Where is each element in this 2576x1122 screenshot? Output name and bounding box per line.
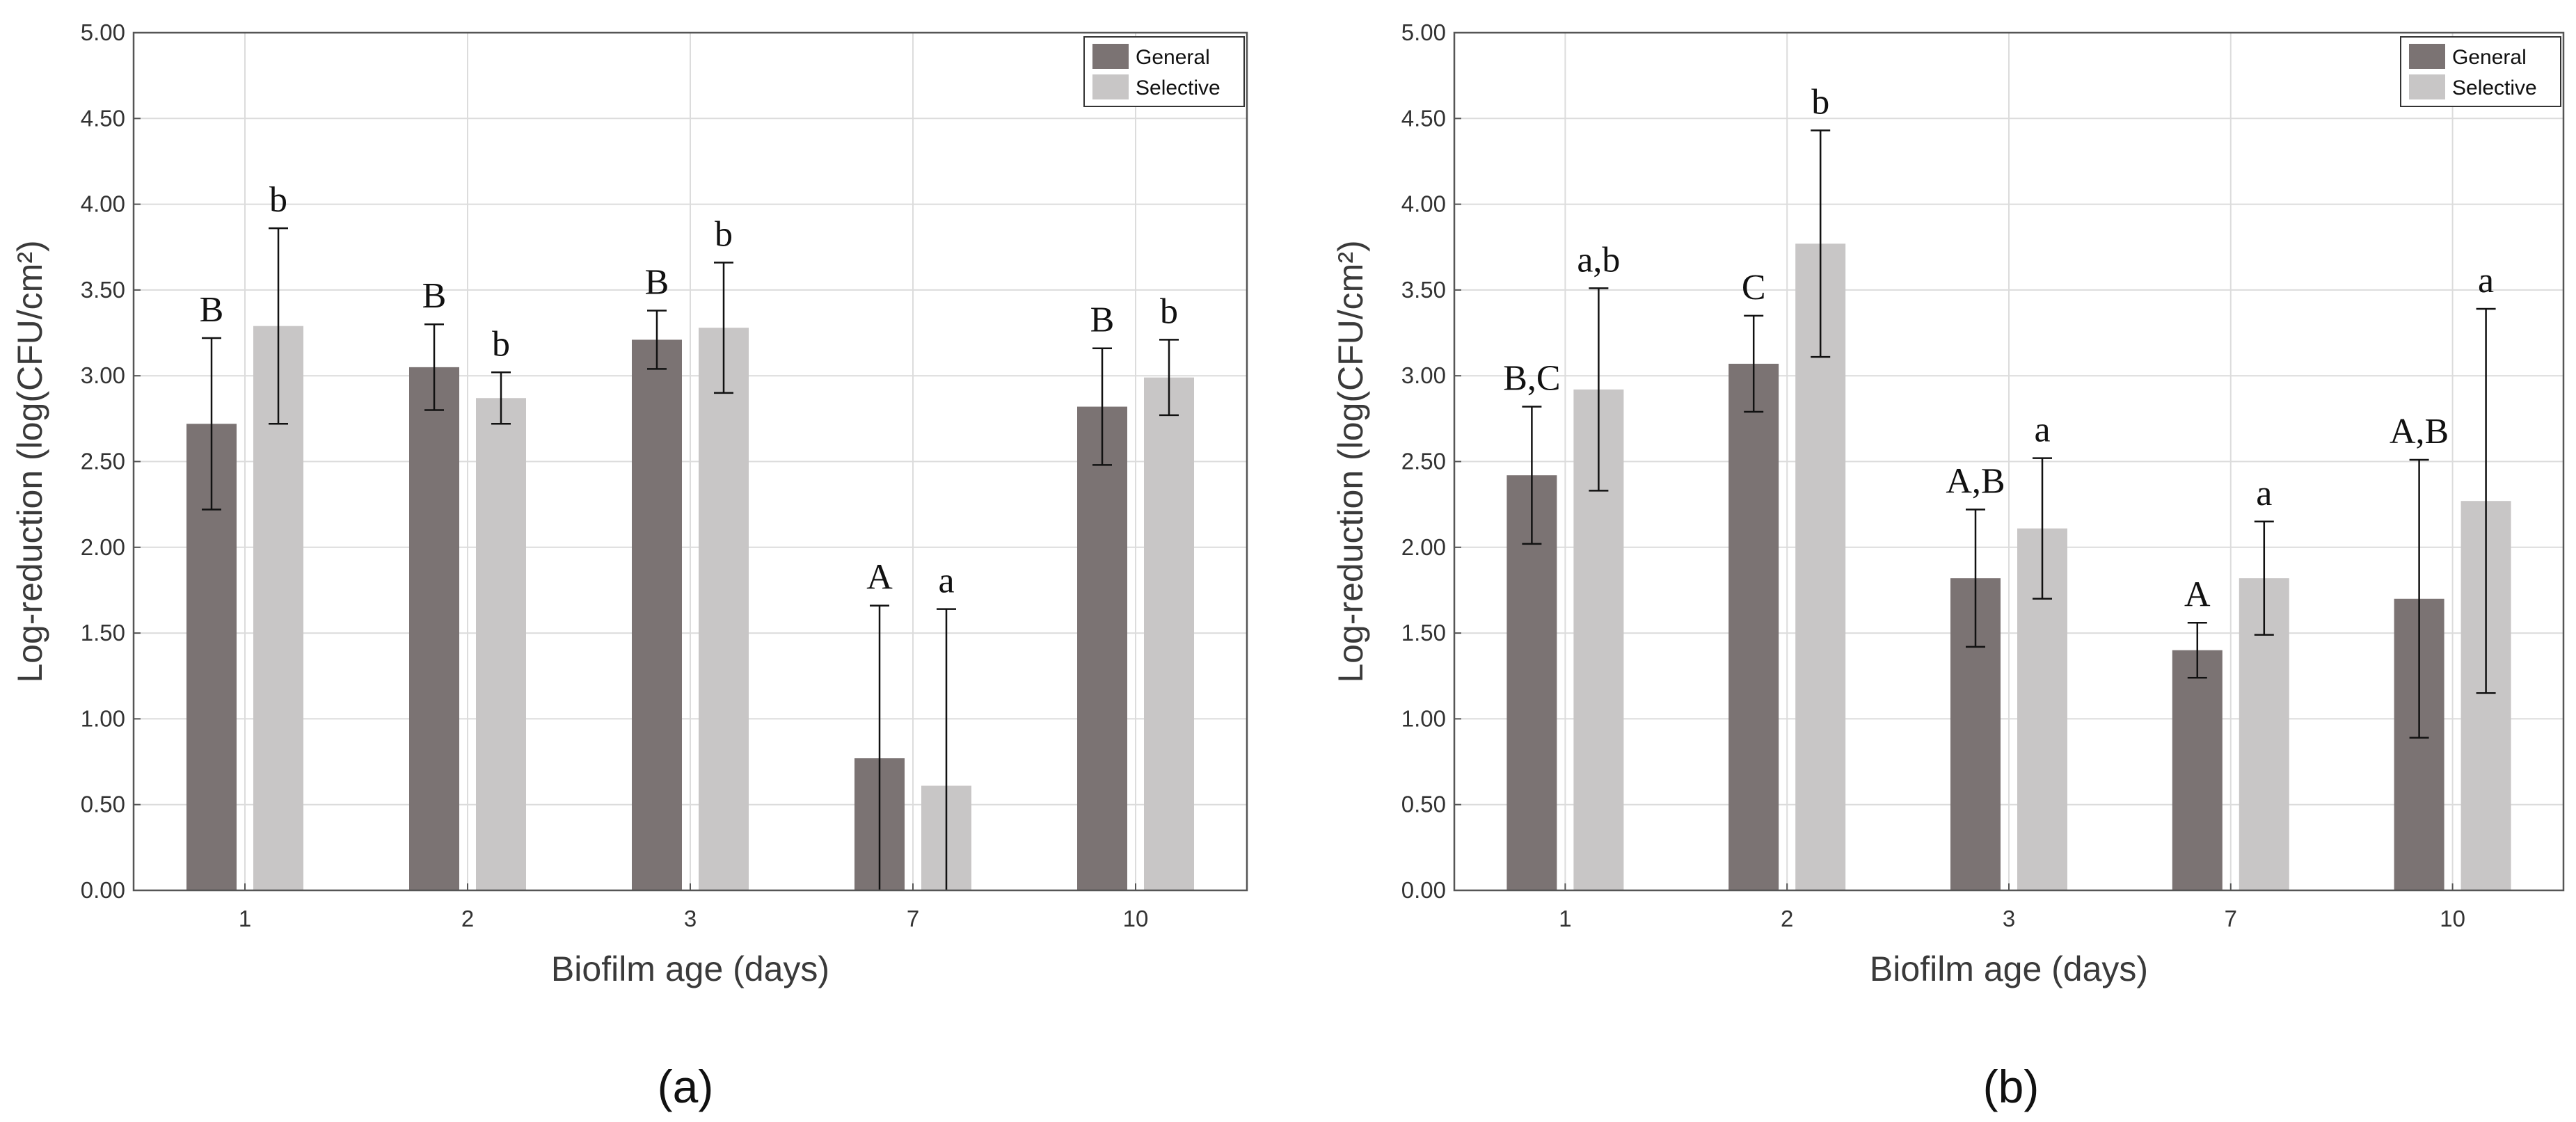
significance-label: a (2256, 474, 2272, 513)
significance-label: A,B (1946, 462, 2005, 502)
significance-label: a,b (1577, 240, 1620, 280)
significance-label: b (1160, 291, 1178, 331)
legend-label: General (2452, 46, 2527, 69)
x-tick-label: 1 (1559, 906, 1571, 931)
bar-selective (699, 328, 749, 891)
bar-selective (1144, 377, 1194, 890)
y-tick-label: 5.00 (81, 19, 125, 45)
bar-selective (476, 398, 526, 890)
significance-label: A (866, 558, 893, 598)
x-tick-label: 2 (1781, 906, 1793, 931)
legend-label: General (1136, 46, 1210, 69)
bar-general (409, 367, 459, 890)
y-tick-label: 3.00 (1401, 362, 1446, 388)
legend-swatch (2409, 74, 2445, 99)
plot-frame (132, 31, 1248, 892)
y-tick-label: 3.50 (1401, 277, 1446, 303)
significance-label: B (200, 290, 224, 330)
y-axis-title: Log-reduction (log(CFU/cm²) (10, 240, 49, 682)
x-tick-label: 3 (684, 906, 697, 931)
y-tick-label: 0.50 (1401, 792, 1446, 817)
x-tick-label: 7 (2225, 906, 2237, 931)
legend-swatch (1092, 44, 1129, 69)
y-tick-label: 2.50 (81, 449, 125, 474)
bar-general (2172, 650, 2223, 890)
y-tick-label: 1.50 (1401, 620, 1446, 646)
y-tick-label: 1.00 (1401, 705, 1446, 731)
x-tick-label: 7 (907, 906, 919, 931)
significance-label: A (2184, 575, 2211, 614)
legend-swatch (1092, 74, 1129, 99)
chart-panel-b: 0.00 0.50 1.00 1.50 2.00 2.50 3.00 3.50 4.00 4.50… (1331, 19, 2565, 1112)
significance-label: B,C (1503, 359, 1560, 399)
significance-label: A,B (2390, 412, 2449, 451)
y-tick-label: 0.00 (81, 877, 125, 903)
legend-label: Selective (2452, 77, 2537, 99)
plot-frame (1453, 31, 2565, 892)
panel-label: (b) (1983, 1061, 2040, 1112)
bar-general (1728, 363, 1779, 890)
x-tick-label: 2 (461, 906, 474, 931)
x-axis-title: Biofilm age (days) (551, 949, 829, 988)
significance-label: b (1811, 83, 1829, 122)
y-tick-label: 2.00 (1401, 534, 1446, 560)
x-axis-title: Biofilm age (days) (1870, 949, 2148, 988)
y-axis-title: Log-reduction (log(CFU/cm²) (1331, 240, 1370, 682)
legend-label: Selective (1136, 77, 1221, 99)
y-tick-label: 5.00 (1401, 19, 1446, 45)
bar-general (1077, 406, 1127, 890)
significance-label: b (269, 180, 287, 220)
y-tick-label: 3.00 (81, 362, 125, 388)
x-tick-label: 1 (239, 906, 251, 931)
y-tick-label: 2.00 (81, 534, 125, 560)
significance-label: B (1090, 300, 1115, 340)
y-tick-label: 0.00 (1401, 877, 1446, 903)
y-tick-label: 4.50 (81, 105, 125, 131)
y-tick-label: 0.50 (81, 792, 125, 817)
y-tick-label: 4.50 (1401, 105, 1446, 131)
significance-label: B (645, 262, 669, 302)
bar-general (632, 339, 682, 890)
y-tick-label: 2.50 (1401, 449, 1446, 474)
x-tick-label: 10 (1123, 906, 1149, 931)
x-tick-label: 3 (2003, 906, 2015, 931)
chart-panel-a: 0.00 0.50 1.00 1.50 2.00 2.50 3.00 3.50 4.00 4.50… (10, 19, 1248, 1112)
y-tick-label: 4.00 (81, 191, 125, 217)
x-tick-label: 10 (2440, 906, 2465, 931)
significance-label: a (2034, 410, 2050, 450)
y-tick-label: 4.00 (1401, 191, 1446, 217)
legend-swatch (2409, 44, 2445, 69)
y-tick-label: 1.00 (81, 705, 125, 731)
y-tick-label: 1.50 (81, 620, 125, 646)
significance-label: B (422, 276, 447, 316)
significance-label: b (715, 214, 733, 254)
significance-label: b (492, 324, 510, 364)
significance-label: a (2478, 261, 2494, 300)
significance-label: a (938, 561, 954, 601)
significance-label: C (1742, 268, 1766, 307)
panel-label: (a) (658, 1061, 714, 1112)
y-tick-label: 3.50 (81, 277, 125, 303)
